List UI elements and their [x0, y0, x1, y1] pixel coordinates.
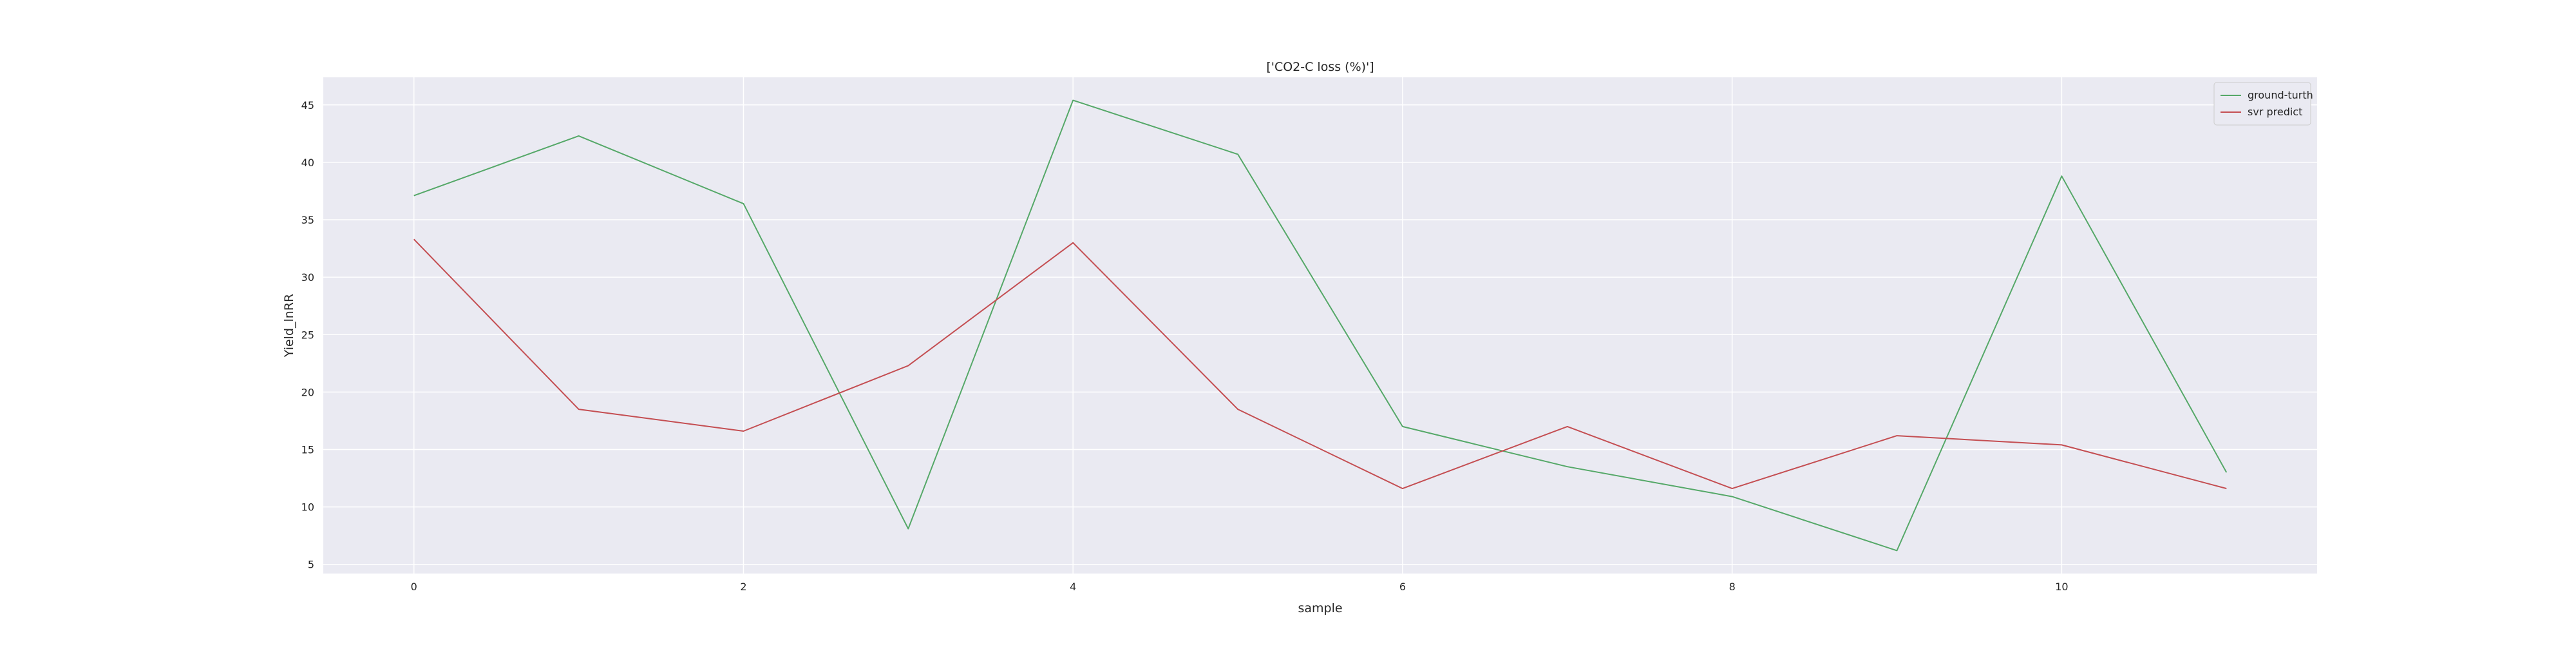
chart-title: ['CO2-C loss (%)'] — [1266, 60, 1374, 74]
x-tick-label: 2 — [740, 581, 746, 593]
legend-label: svr predict — [2248, 106, 2302, 118]
y-tick-label: 45 — [301, 99, 314, 111]
x-tick-label: 4 — [1070, 581, 1076, 593]
x-tick-label: 10 — [2055, 581, 2068, 593]
y-tick-label: 35 — [301, 214, 314, 226]
y-tick-label: 10 — [301, 501, 314, 514]
x-tick-label: 6 — [1399, 581, 1406, 593]
legend-box — [2213, 82, 2311, 126]
legend: ground-turth svr predict — [2213, 82, 2313, 126]
y-tick-label: 25 — [301, 329, 314, 341]
series-line-svr-predict — [413, 238, 2227, 490]
grid-lines — [323, 77, 2317, 574]
x-axis-label: sample — [1298, 601, 1342, 615]
y-tick-label: 15 — [301, 444, 314, 456]
y-axis-label: Yield_lnRR — [282, 294, 296, 358]
x-tick-label: 8 — [1729, 581, 1736, 593]
y-tick-label: 5 — [308, 559, 314, 571]
y-tick-label: 20 — [301, 386, 314, 398]
plot-area — [323, 77, 2317, 574]
tick-labels: 0 2 4 6 8 10 5 10 15 20 25 30 35 40 45 — [301, 99, 2069, 593]
series-line-ground-truth — [413, 99, 2228, 552]
y-tick-label: 40 — [301, 157, 314, 169]
series-lines — [413, 99, 2228, 552]
x-tick-label: 0 — [411, 581, 417, 593]
y-tick-label: 30 — [301, 271, 314, 284]
legend-label: ground-turth — [2248, 89, 2313, 101]
